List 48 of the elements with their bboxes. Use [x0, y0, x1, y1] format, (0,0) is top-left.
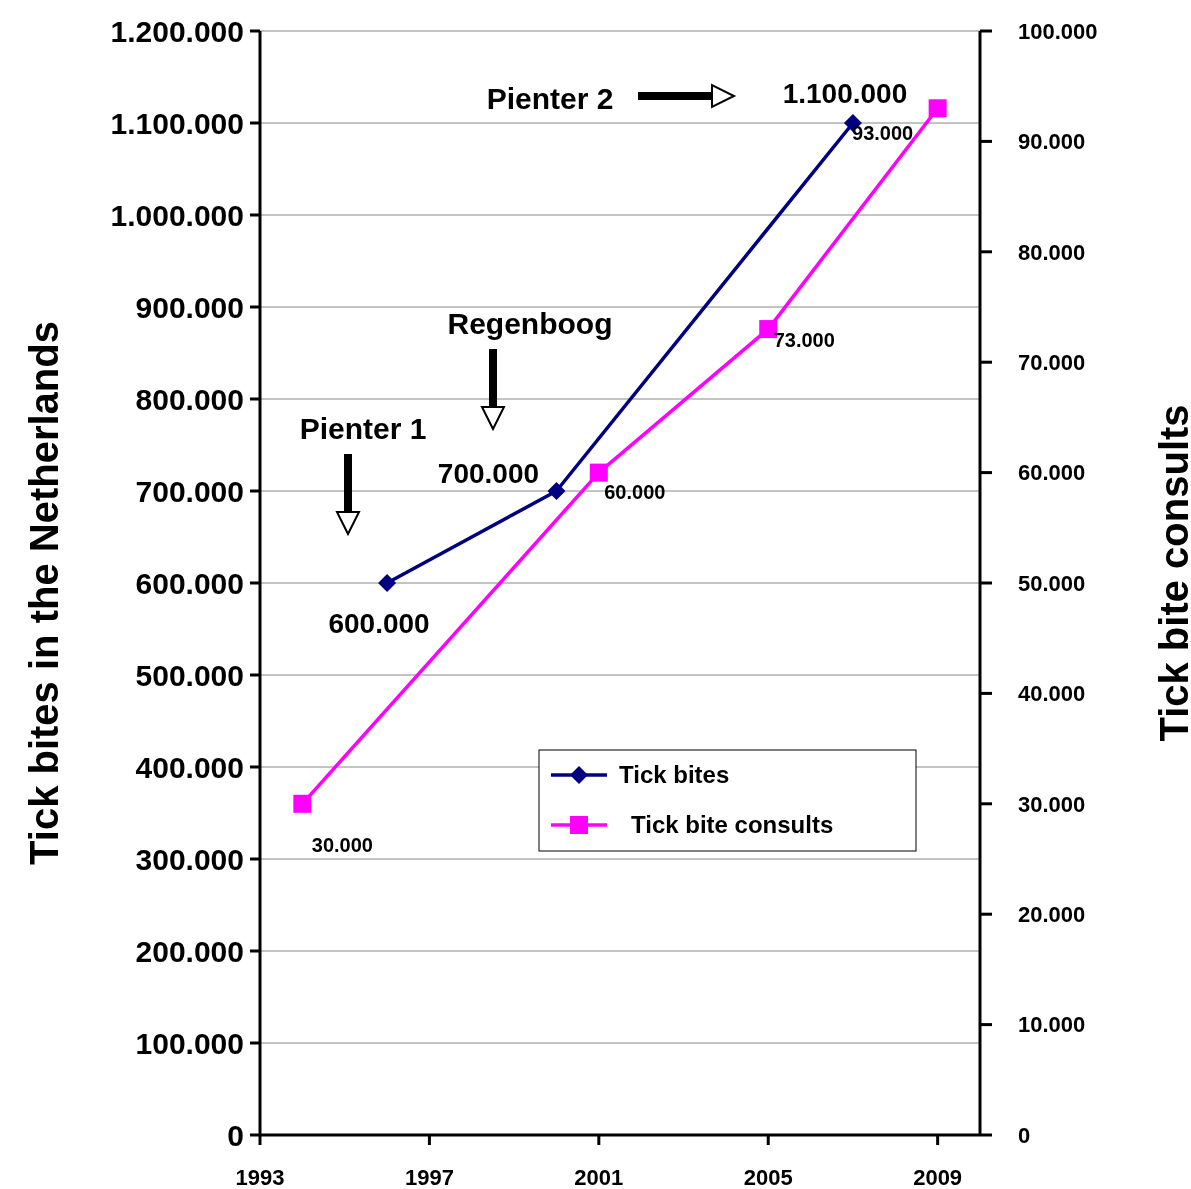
- y2-tick-label: 10.000: [1018, 1012, 1086, 1038]
- y2-tick-label: 60.000: [1018, 460, 1086, 486]
- data-label: 700.000: [437, 458, 540, 489]
- y-tick-label: 1.100.000: [110, 106, 244, 140]
- y-tick-label: 700.000: [135, 474, 244, 508]
- y-tick-label: 900.000: [135, 290, 244, 324]
- y2-tick-label: 20.000: [1018, 901, 1086, 927]
- x-tick-label: 2001: [574, 1165, 624, 1189]
- data-label: 60.000: [604, 480, 666, 503]
- y-tick-label: 500.000: [135, 658, 244, 692]
- data-label: 73.000: [773, 329, 835, 352]
- y-tick-label: 400.000: [135, 750, 244, 784]
- y-tick-label: 0: [227, 1118, 244, 1152]
- data-label: 600.000: [328, 608, 430, 639]
- y-tick-label: 800.000: [135, 382, 244, 416]
- y2-tick-label: 30.000: [1018, 791, 1086, 817]
- annotation: Pienter 2: [486, 81, 614, 115]
- point: [378, 574, 397, 592]
- legend-label: Tick bites: [619, 761, 730, 789]
- annotation: Pienter 1: [299, 411, 427, 445]
- data-label: 93.000: [852, 122, 914, 145]
- y-tick-label: 100.000: [135, 1026, 244, 1060]
- y2-tick-label: 0: [1018, 1122, 1031, 1148]
- legend-label: Tick bite consults: [631, 811, 834, 839]
- data-label: 1.100.000: [782, 78, 908, 109]
- y2-tick-label: 90.000: [1018, 129, 1086, 155]
- point: [928, 99, 947, 118]
- x-tick-label: 1993: [235, 1165, 285, 1189]
- data-label: 30.000: [311, 833, 373, 856]
- y-tick-label: 1.000.000: [110, 198, 244, 232]
- annotation: Regenboog: [447, 306, 613, 340]
- point: [589, 463, 608, 482]
- point: [547, 482, 566, 500]
- y2-tick-label: 70.000: [1018, 349, 1086, 375]
- x-tick-label: 2009: [913, 1165, 963, 1189]
- y2-tick-label: 80.000: [1018, 239, 1086, 265]
- y2-tick-label: 100.000: [1018, 18, 1098, 44]
- y-tick-label: 200.000: [135, 934, 244, 968]
- y-tick-label: 300.000: [135, 842, 244, 876]
- y2-tick-label: 40.000: [1018, 681, 1086, 707]
- y2-tick-label: 50.000: [1018, 570, 1086, 596]
- y-tick-label: 1.200.000: [110, 14, 244, 48]
- point: [293, 794, 312, 813]
- x-tick-label: 1997: [404, 1165, 454, 1189]
- y2-axis-title: Tick bite consults: [1152, 404, 1191, 742]
- y-tick-label: 600.000: [135, 566, 244, 600]
- x-tick-label: 2005: [743, 1165, 793, 1189]
- y-axis-title: Tick bites in the Netherlands: [22, 321, 66, 865]
